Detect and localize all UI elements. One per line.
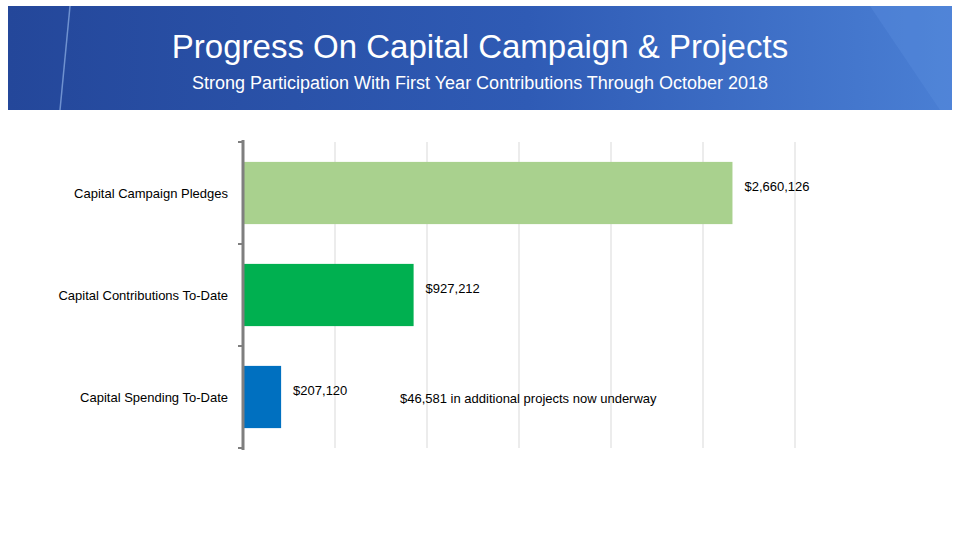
axis-line bbox=[242, 140, 245, 450]
annotation: $46,581 in additional projects now under… bbox=[400, 391, 657, 406]
category-tick bbox=[238, 141, 243, 143]
bar bbox=[243, 366, 281, 428]
header-stripe bbox=[60, 6, 70, 110]
title: Progress On Capital Campaign & Projects bbox=[172, 28, 788, 65]
subtitle: Strong Participation With First Year Con… bbox=[192, 73, 768, 93]
header-stripe bbox=[870, 6, 952, 110]
data-label: $927,212 bbox=[426, 281, 480, 296]
category-tick bbox=[238, 447, 243, 449]
category-label: Capital Campaign Pledges bbox=[74, 186, 228, 201]
bars bbox=[243, 162, 732, 428]
header-banner bbox=[8, 6, 952, 110]
category-label: Capital Contributions To-Date bbox=[58, 288, 228, 303]
data-label: $207,120 bbox=[293, 383, 347, 398]
category-tick bbox=[238, 243, 243, 245]
page: Progress On Capital Campaign & Projects S… bbox=[0, 0, 960, 540]
chart: Progress On Capital Campaign & Projects S… bbox=[0, 0, 960, 540]
category-tick bbox=[238, 345, 243, 347]
data-label: $2,660,126 bbox=[744, 179, 809, 194]
grid bbox=[243, 142, 795, 448]
category-label: Capital Spending To-Date bbox=[80, 390, 228, 405]
bar bbox=[243, 162, 732, 224]
bar bbox=[243, 264, 414, 326]
